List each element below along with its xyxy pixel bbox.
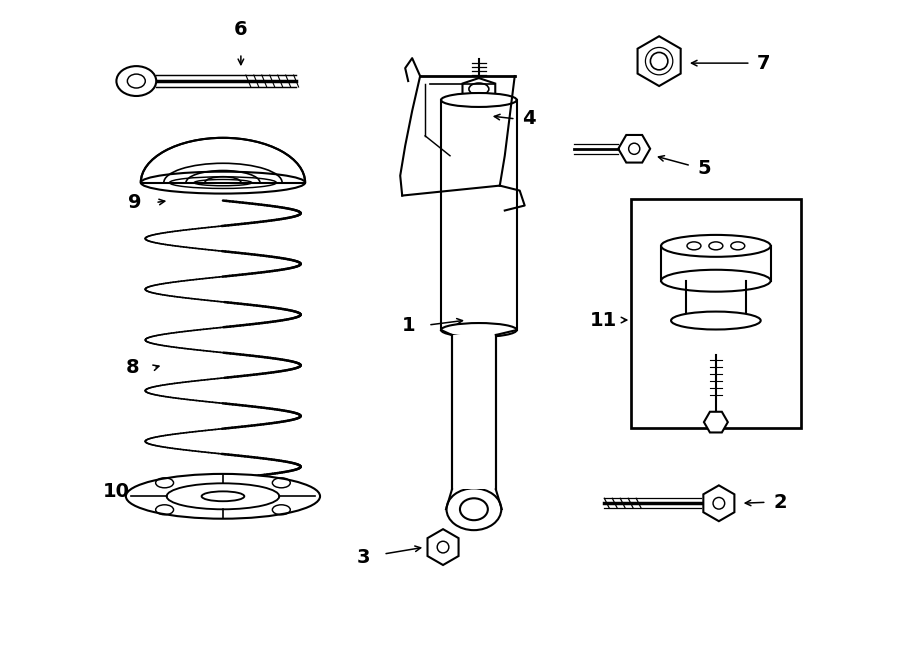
Polygon shape xyxy=(637,36,680,86)
Text: 6: 6 xyxy=(234,20,248,39)
Ellipse shape xyxy=(126,474,320,519)
Polygon shape xyxy=(463,78,495,100)
Polygon shape xyxy=(452,335,496,489)
Ellipse shape xyxy=(662,235,770,257)
Text: 9: 9 xyxy=(128,193,141,212)
Ellipse shape xyxy=(441,93,517,107)
Ellipse shape xyxy=(140,172,305,194)
Text: 1: 1 xyxy=(401,315,415,334)
Text: 8: 8 xyxy=(126,358,140,377)
Text: 3: 3 xyxy=(356,547,370,566)
Polygon shape xyxy=(428,529,459,565)
Text: 11: 11 xyxy=(590,311,617,330)
Text: 2: 2 xyxy=(774,492,788,512)
Polygon shape xyxy=(618,135,650,163)
Text: 10: 10 xyxy=(103,482,130,501)
Bar xyxy=(631,198,800,428)
Polygon shape xyxy=(703,485,734,521)
Ellipse shape xyxy=(662,270,770,292)
Text: 4: 4 xyxy=(522,109,536,128)
Ellipse shape xyxy=(446,488,501,530)
Ellipse shape xyxy=(116,66,157,96)
Ellipse shape xyxy=(441,323,517,337)
Ellipse shape xyxy=(671,311,760,329)
Text: 7: 7 xyxy=(757,54,770,73)
Polygon shape xyxy=(704,412,728,432)
Text: 5: 5 xyxy=(697,159,711,178)
